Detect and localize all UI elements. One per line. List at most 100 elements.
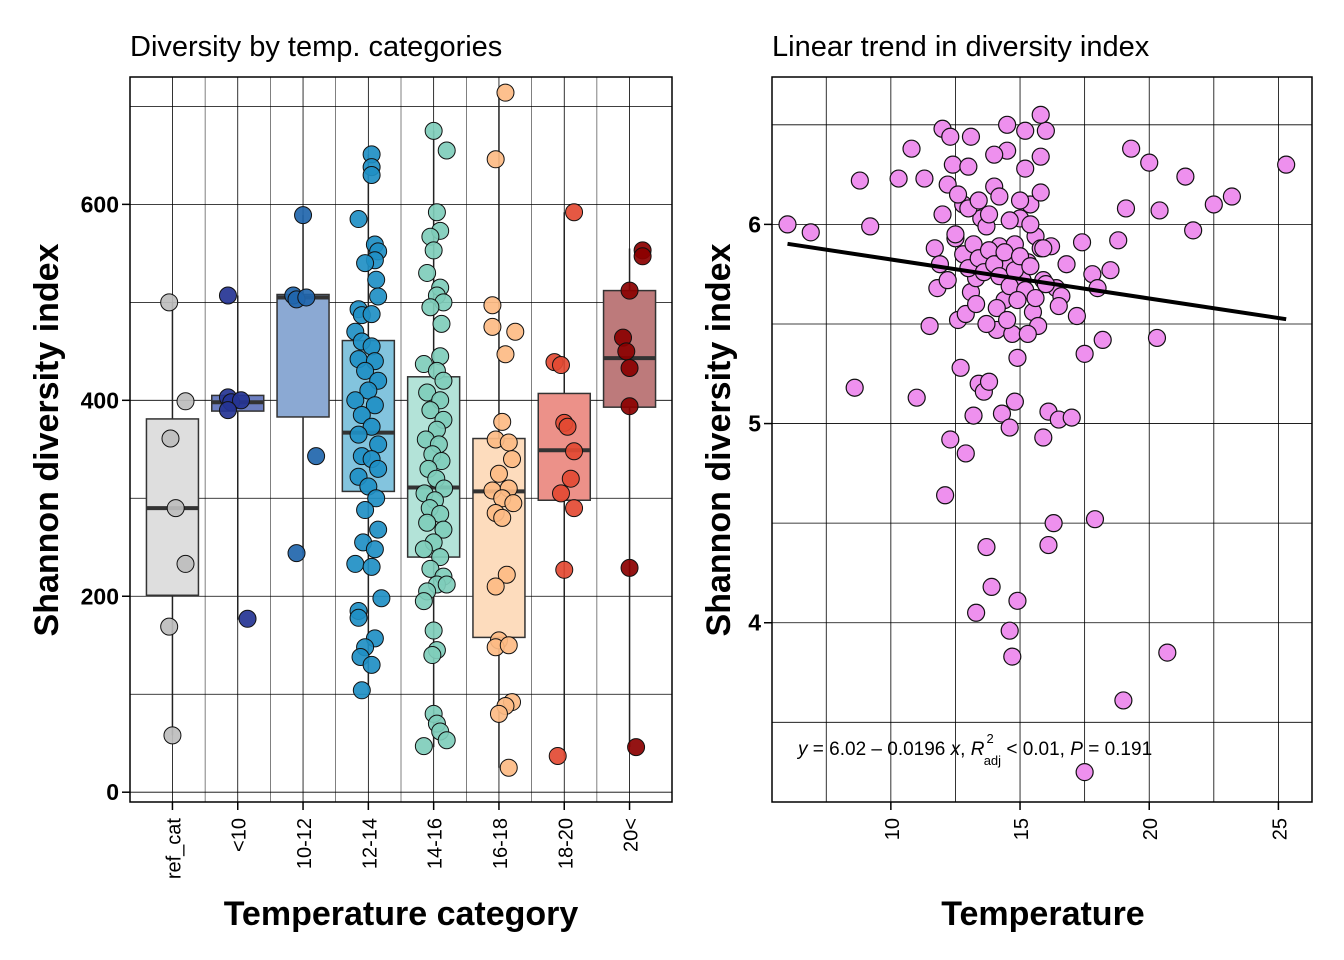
data-point xyxy=(163,726,182,745)
annot-r-sup: 2 xyxy=(986,731,993,746)
data-point xyxy=(432,314,451,333)
data-point xyxy=(987,298,1006,318)
data-point xyxy=(907,388,926,407)
data-point xyxy=(1184,221,1203,240)
data-point xyxy=(889,169,908,188)
data-point xyxy=(431,548,450,567)
data-point xyxy=(421,559,440,578)
x-tick-label: 15 xyxy=(1011,818,1033,840)
data-point xyxy=(362,417,381,436)
data-point xyxy=(362,557,381,576)
data-point xyxy=(1044,514,1063,533)
right-y-axis-label: Shannon diversity index xyxy=(700,243,738,636)
data-point xyxy=(1101,261,1120,280)
data-point xyxy=(555,560,574,579)
panel-left-boxplot: Diversity by temp. categories 0 200 400 600… xyxy=(28,31,673,933)
left-x-axis-ticks: ref_cat <10 10-12 12-14 14-16 16-18 18-20 20< xyxy=(163,802,643,880)
x-tick-label: 14-16 xyxy=(425,818,447,869)
data-point xyxy=(1114,691,1133,710)
data-point xyxy=(365,396,384,415)
x-tick-label: ref_cat xyxy=(163,818,185,880)
right-x-axis-ticks: 10 15 20 25 xyxy=(882,802,1291,840)
data-point xyxy=(176,554,195,573)
x-tick-label: <10 xyxy=(229,818,251,852)
data-point xyxy=(961,127,981,146)
box-2 xyxy=(276,293,330,418)
data-point xyxy=(941,430,960,449)
data-point xyxy=(431,347,450,366)
right-y-axis-ticks: 4 5 6 xyxy=(748,211,772,636)
y-tick-label: 5 xyxy=(748,411,761,437)
data-point xyxy=(1140,153,1159,172)
data-point xyxy=(1158,643,1177,662)
right-fit-line xyxy=(787,241,1287,322)
data-point xyxy=(992,404,1012,423)
x-tick-label: 12-14 xyxy=(359,818,381,869)
data-point xyxy=(551,356,570,375)
data-point xyxy=(938,271,957,290)
annot-r-sub: adj xyxy=(984,753,1001,768)
data-point xyxy=(369,520,388,539)
data-point xyxy=(352,406,371,425)
data-point xyxy=(956,444,975,463)
annot-x: x xyxy=(950,739,962,760)
data-point xyxy=(946,225,965,244)
annot-p: P xyxy=(1070,739,1083,760)
data-point xyxy=(969,191,988,210)
data-point xyxy=(845,378,864,397)
data-point xyxy=(424,621,443,640)
data-point xyxy=(959,157,978,176)
x-tick-label: 10 xyxy=(882,818,904,840)
data-point xyxy=(506,322,525,341)
panel-right-scatter: Linear trend in diversity index 4 5 6 10 15… xyxy=(700,31,1313,933)
data-point xyxy=(418,263,437,282)
data-point xyxy=(499,758,518,777)
data-point xyxy=(1067,306,1086,326)
data-point xyxy=(369,287,388,306)
data-point xyxy=(633,247,652,266)
data-point xyxy=(423,646,442,665)
data-point xyxy=(982,577,1001,596)
data-point xyxy=(504,494,523,513)
data-point xyxy=(493,508,512,527)
data-point xyxy=(499,433,518,452)
data-point xyxy=(801,223,820,242)
data-point xyxy=(998,310,1017,330)
data-point xyxy=(1122,139,1141,158)
data-point xyxy=(424,241,443,260)
data-point xyxy=(1085,510,1105,529)
data-point xyxy=(1034,239,1053,258)
data-point xyxy=(1021,215,1040,234)
data-point xyxy=(995,243,1014,262)
data-point xyxy=(1277,155,1296,174)
regression-annotation: y = 6.02 – 0.0196 x, R2 adj < 0.01, P = 0… xyxy=(796,731,1152,768)
x-tick-label: 20< xyxy=(621,818,643,852)
data-point xyxy=(294,206,313,225)
data-point xyxy=(920,316,939,336)
data-point xyxy=(437,141,456,160)
data-point xyxy=(1000,418,1019,437)
data-point xyxy=(1222,187,1242,206)
data-point xyxy=(493,412,512,431)
data-point xyxy=(352,681,371,700)
y-tick-label: 200 xyxy=(81,583,119,609)
data-point xyxy=(977,537,996,557)
data-point xyxy=(499,636,518,655)
data-point xyxy=(964,406,983,425)
data-point xyxy=(1031,105,1050,124)
data-point xyxy=(489,704,508,723)
data-point xyxy=(1049,296,1068,316)
data-point xyxy=(483,317,502,336)
data-point xyxy=(1075,763,1094,782)
left-y-axis-ticks: 0 200 400 600 xyxy=(81,191,130,805)
data-point xyxy=(617,342,636,361)
data-point xyxy=(548,746,567,765)
data-point xyxy=(372,589,391,608)
data-point xyxy=(414,737,433,756)
data-point xyxy=(434,371,453,390)
data-point xyxy=(307,447,326,466)
data-point xyxy=(933,205,952,224)
data-point xyxy=(359,381,378,400)
data-point xyxy=(1005,392,1024,411)
data-point xyxy=(367,270,386,289)
